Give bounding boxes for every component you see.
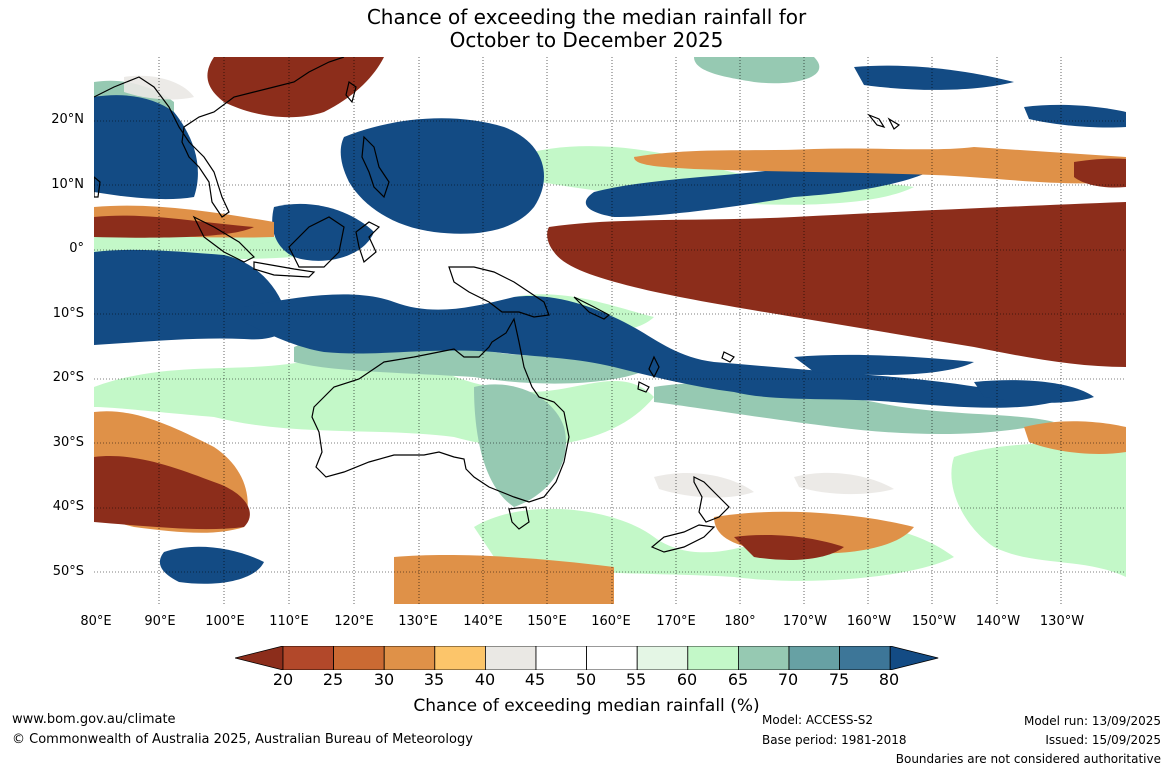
colorbar-tick-40: 40 [474, 670, 496, 689]
sri-lanka-coastline [94, 176, 101, 198]
tasmania-coastline [508, 506, 530, 530]
colorbar-tick-80: 80 [878, 670, 900, 689]
nz-south-island-coastline [650, 524, 716, 553]
lat-label-10s: 10°S [52, 306, 84, 321]
coastlines [94, 57, 901, 553]
colorbar-tick-60: 60 [676, 670, 698, 689]
issued-text: Issued: 15/09/2025 [1045, 733, 1161, 747]
nz-north-island-coastline [693, 476, 730, 523]
lon-label-80e: 80°E [80, 614, 112, 629]
colorbar-segment [636, 646, 689, 670]
map-title-line2: October to December 2025 [449, 28, 724, 52]
lat-label-0: 0° [69, 241, 84, 256]
colorbar [235, 646, 939, 670]
taiwan-coastline [345, 80, 357, 104]
copyright-text: © Commonwealth of Australia 2025, Austra… [12, 732, 473, 747]
lat-label-20n: 20°N [51, 112, 84, 127]
colorbar-tick-30: 30 [373, 670, 395, 689]
colorbar-segment [788, 646, 840, 670]
colorbar-arrow-low [235, 646, 284, 670]
dark-blue-zones [94, 65, 1126, 584]
lat-label-50s: 50°S [52, 564, 84, 579]
lon-label-150w: 150°W [911, 614, 957, 629]
colorbar-tick-45: 45 [524, 670, 546, 689]
borneo-coastline [288, 216, 345, 268]
model-run-text: Model run: 13/09/2025 [1023, 714, 1161, 728]
lon-label-130e: 130°E [398, 614, 438, 629]
sulawesi-coastline [355, 221, 381, 264]
dark-brown-zones [94, 57, 1126, 560]
lon-label-120e: 120°E [334, 614, 374, 629]
lat-label-10n: 10°N [51, 177, 84, 192]
philippines-coastline [361, 135, 390, 199]
colorbar-segment [535, 646, 587, 670]
model-text: Model: ACCESS-S2 [762, 713, 874, 727]
lon-label-140w: 140°W [975, 614, 1021, 629]
sumatra-coastline [192, 215, 256, 263]
colorbar-tick-55: 55 [625, 670, 647, 689]
map-title-line1: Chance of exceeding the median rainfall … [366, 5, 807, 29]
colorbar-segment [586, 646, 638, 670]
lon-label-170e: 170°E [656, 614, 696, 629]
colorbar-segment [484, 646, 537, 670]
new-guinea-coastline [448, 266, 550, 318]
colorbar-title: Chance of exceeding median rainfall (%) [413, 696, 760, 716]
asia-coastline [94, 57, 345, 218]
lat-label-20s: 20°S [52, 370, 84, 385]
colorbar-tick-65: 65 [727, 670, 749, 689]
colorbar-arrow-high [889, 646, 939, 670]
lon-label-140e: 140°E [463, 614, 503, 629]
lon-label-90e: 90°E [144, 614, 176, 629]
website-text: www.bom.gov.au/climate [12, 712, 176, 727]
rainfall-outlook-map [94, 57, 1126, 604]
lon-label-180: 180° [724, 614, 756, 629]
lat-label-30s: 30°S [52, 435, 84, 450]
colorbar-segment [839, 646, 891, 670]
lon-label-100e: 100°E [205, 614, 245, 629]
lon-label-110e: 110°E [269, 614, 309, 629]
colorbar-segment [282, 646, 334, 670]
colorbar-segment [383, 646, 436, 670]
colorbar-tick-20: 20 [272, 670, 294, 689]
lat-label-40s: 40°S [52, 499, 84, 514]
lon-label-150e: 150°E [527, 614, 567, 629]
colorbar-tick-50: 50 [575, 670, 597, 689]
graticule [94, 57, 1126, 604]
colorbar-tick-75: 75 [828, 670, 850, 689]
disclaimer-text: Boundaries are not considered authoritat… [895, 752, 1161, 766]
colorbar-segment [434, 646, 486, 670]
lon-label-130w: 130°W [1039, 614, 1085, 629]
lon-label-170w: 170°W [782, 614, 828, 629]
australia-coastline [311, 317, 570, 503]
colorbar-segment [737, 646, 790, 670]
colorbar-tick-35: 35 [423, 670, 445, 689]
colorbar-tick-25: 25 [322, 670, 344, 689]
lon-label-160e: 160°E [591, 614, 631, 629]
orange-zones [94, 147, 1126, 604]
java-coastline [253, 261, 316, 278]
colorbar-tick-70: 70 [777, 670, 799, 689]
colorbar-segment [333, 646, 385, 670]
base-period-text: Base period: 1981-2018 [762, 733, 907, 747]
colorbar-segment [687, 646, 739, 670]
lon-label-160w: 160°W [846, 614, 892, 629]
